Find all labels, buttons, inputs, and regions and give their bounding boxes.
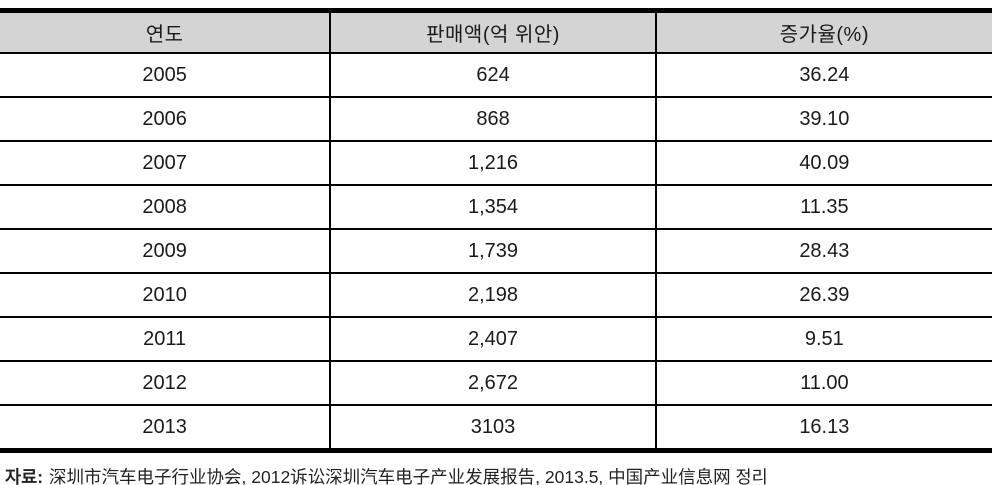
year-cell: 2013 <box>0 405 332 452</box>
year-cell: 2007 <box>0 141 332 186</box>
growth-cell: 11.00 <box>655 361 992 406</box>
table-row: 2013 3103 16.13 <box>0 405 992 452</box>
year-cell: 2010 <box>0 273 332 318</box>
sales-cell: 2,672 <box>330 361 657 406</box>
source-note: 자료: 深圳市汽车电子行业协会, 2012诉讼深圳汽车电子产业发展报告, 2013… <box>0 464 992 485</box>
table-header-row: 연도 판매액(억 위안) 증가율(%) <box>0 10 992 54</box>
sales-cell: 624 <box>330 53 657 98</box>
growth-cell: 28.43 <box>655 229 992 274</box>
table-row: 2012 2,672 11.00 <box>0 361 992 406</box>
year-cell: 2009 <box>0 229 332 274</box>
sales-cell: 868 <box>330 97 657 142</box>
sales-cell: 1,216 <box>330 141 657 186</box>
table-row: 2010 2,198 26.39 <box>0 273 992 318</box>
growth-cell: 16.13 <box>655 405 992 452</box>
year-cell: 2006 <box>0 97 332 142</box>
growth-cell: 26.39 <box>655 273 992 318</box>
growth-cell: 39.10 <box>655 97 992 142</box>
sales-cell: 2,407 <box>330 317 657 362</box>
year-cell: 2005 <box>0 53 332 98</box>
table-row: 2008 1,354 11.35 <box>0 185 992 230</box>
year-cell: 2012 <box>0 361 332 406</box>
source-text: 深圳市汽车电子行业协会, 2012诉讼深圳汽车电子产业发展报告, 2013.5,… <box>49 467 768 485</box>
table-row: 2005 624 36.24 <box>0 53 992 98</box>
source-label: 자료: <box>5 467 44 485</box>
sales-cell: 1,739 <box>330 229 657 274</box>
table-row: 2007 1,216 40.09 <box>0 141 992 186</box>
sales-cell: 1,354 <box>330 185 657 230</box>
column-header-growth-rate: 증가율(%) <box>655 10 992 54</box>
sales-cell: 3103 <box>330 405 657 452</box>
growth-cell: 11.35 <box>655 185 992 230</box>
sales-cell: 2,198 <box>330 273 657 318</box>
column-header-sales: 판매액(억 위안) <box>330 10 657 54</box>
column-header-year: 연도 <box>0 10 332 54</box>
sales-growth-table: 연도 판매액(억 위안) 증가율(%) 2005 624 36.24 2006 … <box>0 8 992 453</box>
growth-cell: 9.51 <box>655 317 992 362</box>
table-row: 2006 868 39.10 <box>0 97 992 142</box>
growth-cell: 36.24 <box>655 53 992 98</box>
table-row: 2011 2,407 9.51 <box>0 317 992 362</box>
table-row: 2009 1,739 28.43 <box>0 229 992 274</box>
year-cell: 2011 <box>0 317 332 362</box>
growth-cell: 40.09 <box>655 141 992 186</box>
year-cell: 2008 <box>0 185 332 230</box>
